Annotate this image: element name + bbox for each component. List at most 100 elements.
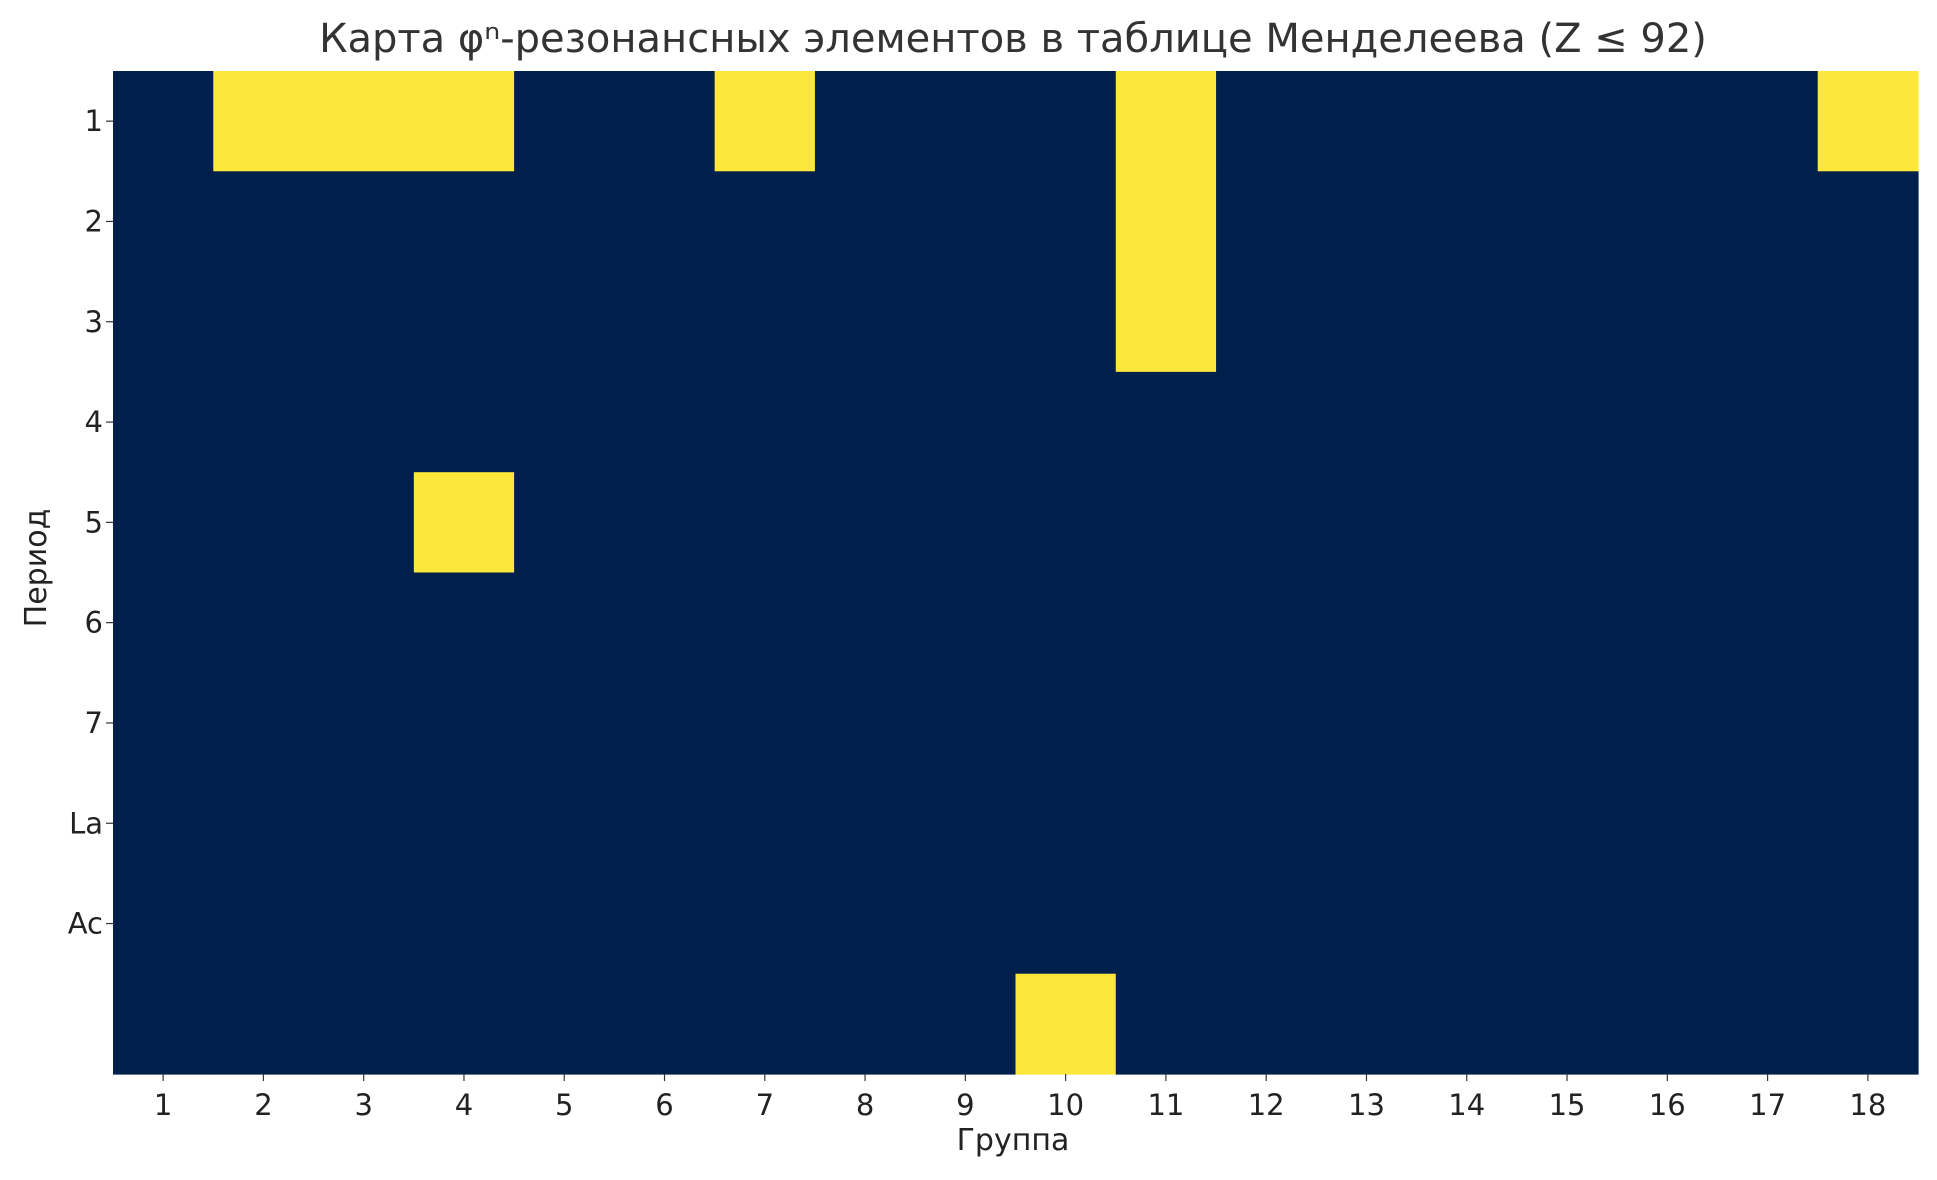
heatmap-cell (814, 472, 916, 574)
heatmap-cell (213, 371, 315, 473)
heatmap-cell (1216, 672, 1317, 774)
heatmap-cell (213, 873, 315, 975)
heatmap-cell (1216, 472, 1317, 574)
x-tick-label: 15 (1549, 1088, 1586, 1122)
heatmap-cell (1817, 171, 1919, 273)
heatmap-cell (514, 973, 615, 1075)
heatmap-cell (1717, 171, 1819, 273)
heatmap-cell (714, 171, 816, 273)
heatmap-cell (814, 873, 916, 975)
heatmap-cell (313, 873, 415, 975)
heatmap-cell (1416, 371, 1518, 473)
x-tick-label: 3 (354, 1088, 372, 1122)
heatmap-cell (1115, 973, 1217, 1075)
heatmap-cell (113, 873, 214, 975)
y-tick-label: La (69, 806, 103, 840)
heatmap-cell (514, 672, 615, 774)
heatmap-cell (1617, 572, 1719, 674)
heatmap-cell (614, 171, 716, 273)
heatmap-cell (113, 572, 214, 674)
x-tick-label: 11 (1147, 1088, 1184, 1122)
heatmap-cell (113, 71, 214, 172)
heatmap-cell (714, 472, 816, 574)
x-tick-label: 13 (1348, 1088, 1385, 1122)
heatmap-cell (1115, 873, 1217, 975)
heatmap-cell (313, 572, 415, 674)
heatmap-cell (1617, 873, 1719, 975)
heatmap-cell (1516, 873, 1618, 975)
heatmap-cell (1717, 672, 1819, 774)
heatmap-cell (814, 171, 916, 273)
heatmap-cell (1316, 271, 1418, 373)
heatmap-cell (1817, 271, 1919, 373)
heatmap-cell (614, 71, 716, 172)
heatmap-cell (1115, 171, 1217, 273)
heatmap-cell (1115, 773, 1217, 874)
heatmap-cell (1316, 171, 1418, 273)
x-tick-label: 12 (1248, 1088, 1285, 1122)
heatmap-cell (1416, 271, 1518, 373)
x-axis-ticks: 1 2 3 4 5 6 7 8 9 10 11 12 13 14 15 16 17 18 (154, 1074, 1886, 1122)
heatmap-cell (614, 271, 716, 373)
heatmap-cell (514, 71, 615, 172)
x-tick-label: 6 (655, 1088, 673, 1122)
heatmap-cell (614, 572, 716, 674)
heatmap-cell (213, 773, 315, 874)
y-tick-label: 4 (85, 405, 103, 439)
heatmap-cell (1516, 973, 1618, 1075)
heatmap-cell (1717, 973, 1819, 1075)
heatmap-cell (915, 171, 1017, 273)
heatmap-cell (1516, 171, 1618, 273)
heatmap-cell (213, 472, 315, 574)
heatmap-cell (915, 71, 1017, 172)
heatmap-cell (1216, 873, 1317, 975)
heatmap-cell (1416, 672, 1518, 774)
heatmap-cell (614, 773, 716, 874)
heatmap-cell (313, 773, 415, 874)
heatmap-cell (1617, 171, 1719, 273)
heatmap-cell (1115, 71, 1217, 172)
heatmap-cell (413, 472, 515, 574)
heatmap-cell (1216, 371, 1317, 473)
heatmap-cell (413, 271, 515, 373)
heatmap-cell (915, 672, 1017, 774)
heatmap-cell (814, 371, 916, 473)
heatmap-cell (915, 773, 1017, 874)
heatmap-cell (413, 873, 515, 975)
heatmap-cell (1817, 71, 1919, 172)
heatmap-cell (313, 171, 415, 273)
heatmap-cell (614, 672, 716, 774)
heatmap-cell (1015, 71, 1117, 172)
heatmap-cell (714, 371, 816, 473)
heatmap-cell (714, 973, 816, 1075)
heatmap-cell (213, 71, 315, 172)
heatmap-cell (1216, 572, 1317, 674)
heatmap-cell (1817, 572, 1919, 674)
x-tick-label: 4 (455, 1088, 473, 1122)
heatmap-cell (915, 973, 1017, 1075)
heatmap-cell (313, 973, 415, 1075)
heatmap-cell (213, 271, 315, 373)
heatmap-cell (714, 271, 816, 373)
heatmap-cell (714, 873, 816, 975)
heatmap-cell (1516, 672, 1618, 774)
heatmap-cell (413, 773, 515, 874)
x-tick-label: 1 (154, 1088, 172, 1122)
heatmap-cell (1717, 773, 1819, 874)
heatmap-cell (915, 873, 1017, 975)
heatmap-cell (514, 472, 615, 574)
y-tick-label: Ac (68, 907, 103, 941)
heatmap-cell (1216, 773, 1317, 874)
heatmap-cell (1717, 873, 1819, 975)
y-tick-label: 2 (85, 204, 103, 238)
heatmap-cell (413, 371, 515, 473)
heatmap-cell (213, 171, 315, 273)
heatmap-cells (113, 71, 1919, 1075)
heatmap-cell (1316, 472, 1418, 574)
heatmap-cell (915, 572, 1017, 674)
heatmap-cell (614, 873, 716, 975)
heatmap-cell (313, 271, 415, 373)
heatmap-cell (1216, 171, 1317, 273)
heatmap-cell (1015, 973, 1117, 1075)
